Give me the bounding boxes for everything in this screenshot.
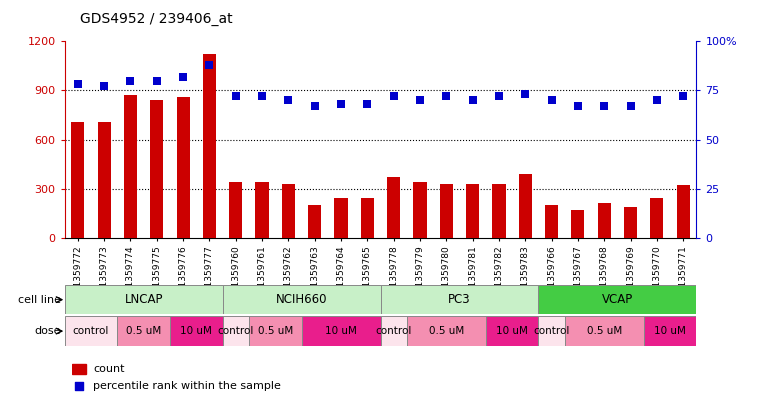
Text: percentile rank within the sample: percentile rank within the sample [93,380,281,391]
Point [625,103,637,109]
Bar [170,316,223,346]
Bar [387,177,400,238]
Text: NCIH660: NCIH660 [275,293,327,306]
Bar [177,97,189,238]
Text: PC3: PC3 [448,293,471,306]
Bar [486,316,539,346]
Bar [334,198,348,238]
Bar [519,174,532,238]
Text: 10 uM: 10 uM [496,326,528,336]
Bar [624,207,637,238]
Point [73,382,85,389]
Bar [229,182,242,238]
Point [230,93,242,99]
Text: VCAP: VCAP [602,293,633,306]
Text: dose: dose [34,326,61,336]
Bar [572,210,584,238]
Point [414,97,426,103]
Bar [407,316,486,346]
Text: 10 uM: 10 uM [654,326,686,336]
Point [98,83,110,90]
Point [151,77,163,84]
Point [546,97,558,103]
Point [677,93,689,99]
Bar [650,198,664,238]
Text: control: control [533,326,570,336]
Bar [256,182,269,238]
Point [309,103,321,109]
Point [72,81,84,88]
Point [651,97,663,103]
Bar [440,184,453,238]
Text: LNCAP: LNCAP [124,293,163,306]
Bar [65,285,223,314]
Bar [223,285,380,314]
Bar [413,182,427,238]
Point [440,93,452,99]
Bar [124,95,137,238]
Text: control: control [218,326,254,336]
Bar [72,121,84,238]
Bar [539,316,565,346]
Text: 10 uM: 10 uM [180,326,212,336]
Point [387,93,400,99]
Point [466,97,479,103]
Text: GDS4952 / 239406_at: GDS4952 / 239406_at [80,11,233,26]
Bar [492,184,505,238]
Point [256,93,268,99]
Point [572,103,584,109]
Bar [361,198,374,238]
Bar [308,205,321,238]
Point [519,91,531,97]
Text: 10 uM: 10 uM [325,326,357,336]
Text: count: count [93,364,125,374]
Bar [117,316,170,346]
Text: control: control [375,326,412,336]
Text: cell line: cell line [18,295,61,305]
Point [335,101,347,107]
Bar [282,184,295,238]
Bar [72,364,85,374]
Point [282,97,295,103]
Bar [677,185,689,238]
Bar [539,285,696,314]
Text: control: control [73,326,109,336]
Bar [565,316,644,346]
Text: 0.5 uM: 0.5 uM [126,326,161,336]
Bar [223,316,249,346]
Bar [380,316,407,346]
Text: 0.5 uM: 0.5 uM [258,326,293,336]
Bar [150,100,164,238]
Bar [65,316,117,346]
Bar [597,203,611,238]
Bar [203,54,216,238]
Bar [301,316,380,346]
Point [493,93,505,99]
Text: 0.5 uM: 0.5 uM [587,326,622,336]
Point [598,103,610,109]
Bar [644,316,696,346]
Bar [380,285,539,314]
Bar [97,121,111,238]
Point [177,73,189,80]
Point [203,62,215,68]
Point [361,101,374,107]
Bar [545,205,558,238]
Point [124,77,136,84]
Bar [249,316,301,346]
Text: 0.5 uM: 0.5 uM [428,326,464,336]
Bar [466,184,479,238]
